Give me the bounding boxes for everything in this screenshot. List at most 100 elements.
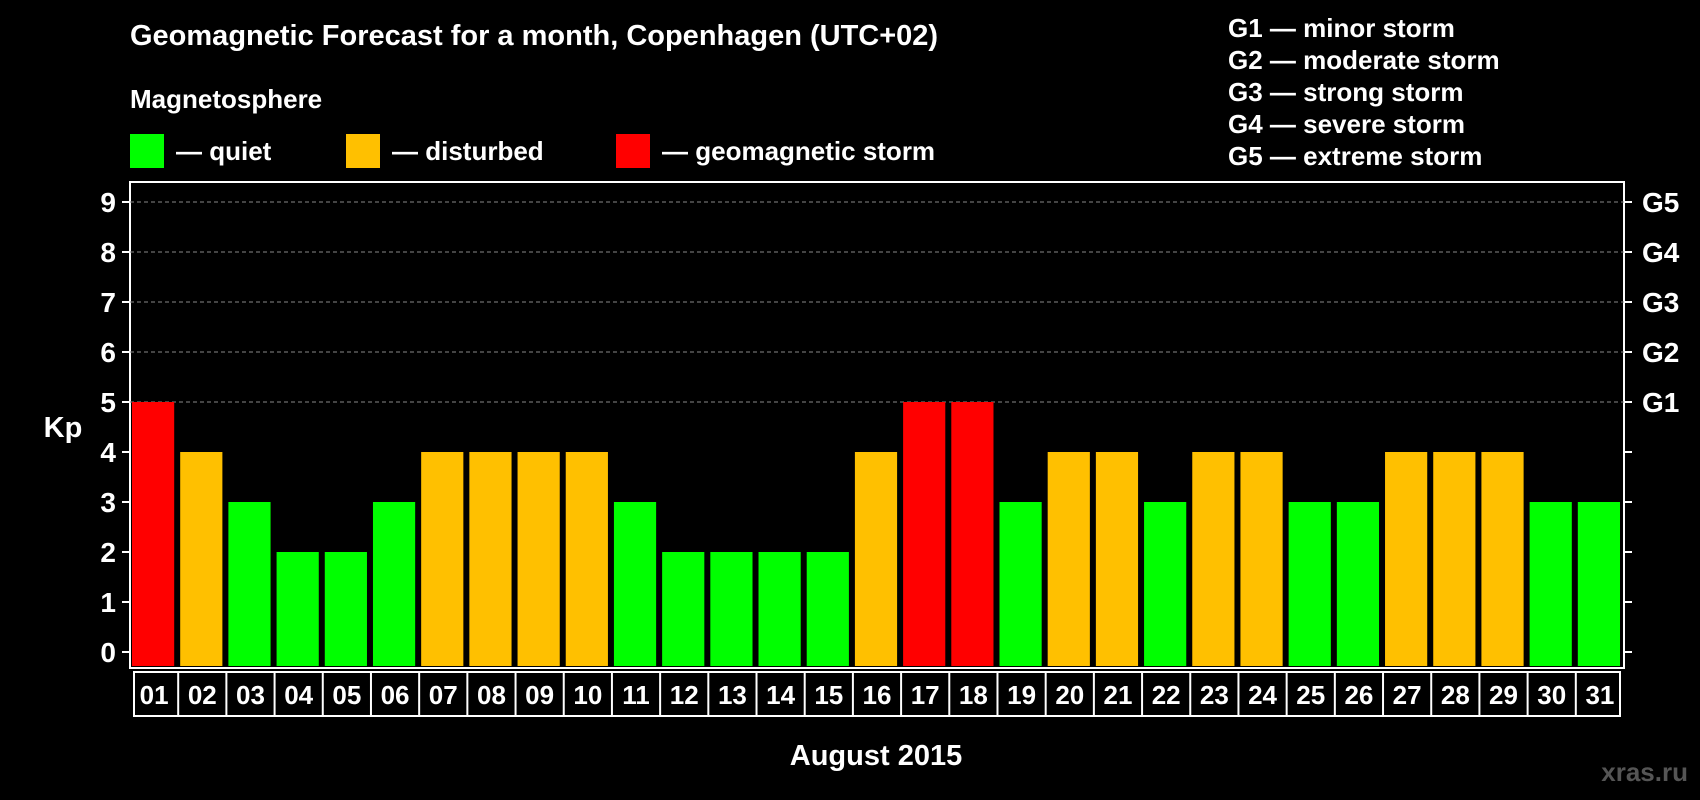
y-tick-label-5: 5 (100, 387, 116, 418)
x-tick-label-21: 21 (1104, 680, 1133, 710)
bar-day-27 (1385, 452, 1428, 666)
bar-day-23 (1192, 452, 1235, 666)
x-tick-label-02: 02 (188, 680, 217, 710)
watermark: xras.ru (1601, 757, 1688, 787)
y-tick-label-4: 4 (100, 437, 116, 468)
x-axis-label: August 2015 (790, 740, 962, 772)
bar-day-11 (613, 502, 657, 666)
bar-day-02 (180, 452, 223, 666)
bar-day-21 (1095, 452, 1139, 666)
x-tick-label-15: 15 (814, 680, 843, 710)
x-tick-label-13: 13 (718, 680, 747, 710)
storm-level-label-g3: G3 (1642, 287, 1679, 318)
x-tick-label-10: 10 (573, 680, 602, 710)
y-tick-label-2: 2 (100, 537, 116, 568)
legend-disturbed: — disturbed (346, 134, 544, 168)
bar-day-14 (758, 552, 801, 666)
legend-disturbed-swatch (346, 134, 380, 168)
bar-day-06 (372, 502, 416, 666)
x-tick-label-09: 09 (525, 680, 554, 710)
x-tick-label-08: 08 (477, 680, 506, 710)
storm-scale-g3: G3 — strong storm (1228, 77, 1464, 107)
storm-level-label-g4: G4 (1642, 237, 1680, 268)
chart-subtitle: Magnetosphere (130, 84, 323, 114)
y-tick-label-3: 3 (100, 487, 116, 518)
x-tick-label-23: 23 (1200, 680, 1229, 710)
x-tick-label-04: 04 (284, 680, 313, 710)
bar-day-05 (324, 552, 367, 666)
bar-day-09 (517, 452, 560, 666)
bar-day-22 (1144, 502, 1187, 666)
y-tick-label-6: 6 (100, 337, 116, 368)
storm-scale-legend: G1 — minor storm G2 — moderate storm G3 … (1228, 12, 1500, 172)
bar-day-08 (469, 452, 512, 666)
storm-scale-g1: G1 — minor storm (1228, 13, 1455, 43)
bar-day-30 (1529, 502, 1572, 666)
storm-scale-g5: G5 — extreme storm (1228, 141, 1483, 171)
x-tick-label-26: 26 (1344, 680, 1373, 710)
bar-day-28 (1433, 452, 1476, 666)
x-tick-label-14: 14 (766, 680, 795, 710)
bar-day-24 (1240, 452, 1283, 666)
bar-day-10 (565, 452, 608, 666)
x-tick-label-12: 12 (670, 680, 699, 710)
y-axis-label: Kp (44, 412, 83, 444)
bar-day-20 (1047, 452, 1090, 666)
bar-day-15 (806, 552, 849, 666)
y-tick-label-0: 0 (100, 637, 116, 668)
x-tick-label-16: 16 (863, 680, 892, 710)
x-tick-label-28: 28 (1441, 680, 1470, 710)
x-tick-label-31: 31 (1585, 680, 1614, 710)
x-tick-label-20: 20 (1055, 680, 1084, 710)
x-tick-label-27: 27 (1393, 680, 1422, 710)
storm-level-label-g5: G5 (1642, 187, 1679, 218)
x-tick-label-30: 30 (1537, 680, 1566, 710)
bar-day-26 (1336, 502, 1380, 666)
x-tick-label-25: 25 (1296, 680, 1325, 710)
x-tick-label-01: 01 (140, 680, 169, 710)
bar-day-25 (1288, 502, 1331, 666)
storm-level-label-g1: G1 (1642, 387, 1679, 418)
storm-scale-g4: G4 — severe storm (1228, 109, 1466, 139)
x-tick-label-05: 05 (332, 680, 361, 710)
y-tick-label-7: 7 (100, 287, 116, 318)
x-tick-label-19: 19 (1007, 680, 1036, 710)
storm-scale-g2: G2 — moderate storm (1228, 45, 1500, 75)
y-tick-label-1: 1 (100, 587, 116, 618)
chart-title: Geomagnetic Forecast for a month, Copenh… (130, 20, 939, 52)
bar-day-01 (132, 402, 175, 666)
bar-day-13 (710, 552, 753, 666)
bar-day-03 (228, 502, 271, 666)
legend-quiet: — quiet (130, 134, 271, 168)
y-tick-label-9: 9 (100, 187, 116, 218)
x-tick-label-18: 18 (959, 680, 988, 710)
legend-quiet-label: — quiet (176, 135, 272, 166)
y-tick-label-8: 8 (100, 237, 116, 268)
bar-day-04 (276, 552, 319, 666)
x-tick-label-06: 06 (381, 680, 410, 710)
legend-storm: — geomagnetic storm (616, 134, 935, 168)
x-tick-label-24: 24 (1248, 680, 1277, 710)
bar-day-31 (1577, 502, 1620, 666)
legend-storm-swatch (616, 134, 650, 168)
bar-day-16 (854, 452, 898, 666)
bar-day-19 (999, 502, 1042, 666)
storm-level-label-g2: G2 (1642, 337, 1679, 368)
x-tick-label-17: 17 (911, 680, 940, 710)
bar-day-17 (903, 402, 946, 666)
legend-quiet-swatch (130, 134, 164, 168)
x-tick-label-03: 03 (236, 680, 265, 710)
legend-storm-label: — geomagnetic storm (662, 135, 936, 166)
legend-disturbed-label: — disturbed (392, 135, 544, 166)
plot-area-frame (129, 181, 1625, 669)
bar-day-12 (662, 552, 705, 666)
x-labels-frame (133, 671, 1621, 717)
x-tick-label-07: 07 (429, 680, 458, 710)
bar-day-07 (421, 452, 464, 666)
bar-day-29 (1481, 452, 1524, 666)
x-tick-label-11: 11 (622, 680, 650, 710)
x-tick-label-29: 29 (1489, 680, 1518, 710)
x-tick-label-22: 22 (1152, 680, 1181, 710)
bar-day-18 (951, 402, 994, 666)
